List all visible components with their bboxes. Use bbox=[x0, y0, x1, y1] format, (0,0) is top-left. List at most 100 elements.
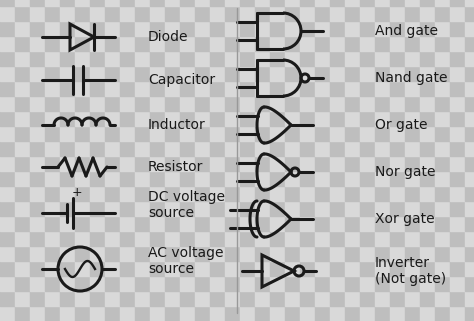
Bar bbox=[435, 231, 450, 246]
Bar bbox=[390, 261, 405, 276]
Bar bbox=[225, 21, 240, 36]
Bar bbox=[285, 276, 300, 291]
Bar bbox=[435, 261, 450, 276]
Bar bbox=[60, 306, 75, 321]
Bar bbox=[435, 126, 450, 141]
Bar bbox=[270, 126, 285, 141]
Bar bbox=[270, 36, 285, 51]
Bar bbox=[165, 231, 180, 246]
Bar bbox=[135, 216, 150, 231]
Bar bbox=[375, 171, 390, 186]
Bar bbox=[420, 126, 435, 141]
Bar bbox=[225, 0, 240, 6]
Bar bbox=[465, 21, 474, 36]
Bar bbox=[135, 51, 150, 66]
Bar bbox=[465, 246, 474, 261]
Bar bbox=[180, 36, 195, 51]
Bar bbox=[360, 21, 375, 36]
Bar bbox=[30, 291, 45, 306]
Bar bbox=[300, 201, 315, 216]
Bar bbox=[15, 51, 30, 66]
Bar bbox=[240, 186, 255, 201]
Bar bbox=[420, 36, 435, 51]
Bar bbox=[90, 81, 105, 96]
Bar bbox=[345, 96, 360, 111]
Bar bbox=[255, 66, 270, 81]
Bar bbox=[195, 201, 210, 216]
Bar bbox=[75, 171, 90, 186]
Bar bbox=[360, 306, 375, 321]
Bar bbox=[120, 126, 135, 141]
Bar bbox=[105, 51, 120, 66]
Bar bbox=[105, 141, 120, 156]
Bar bbox=[105, 216, 120, 231]
Bar bbox=[390, 51, 405, 66]
Bar bbox=[165, 216, 180, 231]
Bar bbox=[0, 171, 15, 186]
Bar bbox=[60, 51, 75, 66]
Bar bbox=[255, 36, 270, 51]
Text: Xor gate: Xor gate bbox=[375, 212, 435, 226]
Bar bbox=[360, 171, 375, 186]
Bar bbox=[240, 141, 255, 156]
Bar bbox=[315, 186, 330, 201]
Bar bbox=[15, 261, 30, 276]
Bar bbox=[450, 156, 465, 171]
Bar bbox=[300, 81, 315, 96]
Bar bbox=[15, 201, 30, 216]
Bar bbox=[105, 261, 120, 276]
Bar bbox=[435, 201, 450, 216]
Bar bbox=[465, 141, 474, 156]
Bar bbox=[375, 96, 390, 111]
Bar bbox=[210, 0, 225, 6]
Bar bbox=[105, 306, 120, 321]
Bar bbox=[150, 216, 165, 231]
Bar bbox=[60, 186, 75, 201]
Bar bbox=[90, 306, 105, 321]
Bar bbox=[315, 291, 330, 306]
Bar bbox=[405, 201, 420, 216]
Bar bbox=[135, 0, 150, 6]
Bar bbox=[120, 201, 135, 216]
Bar bbox=[225, 291, 240, 306]
Bar bbox=[405, 276, 420, 291]
Bar bbox=[60, 36, 75, 51]
Bar bbox=[300, 186, 315, 201]
Bar bbox=[105, 0, 120, 6]
Bar bbox=[0, 201, 15, 216]
Text: AC voltage
source: AC voltage source bbox=[148, 246, 224, 276]
Bar bbox=[135, 186, 150, 201]
Bar bbox=[360, 261, 375, 276]
Bar bbox=[15, 246, 30, 261]
Bar bbox=[0, 126, 15, 141]
Bar bbox=[390, 231, 405, 246]
Bar bbox=[345, 156, 360, 171]
Bar bbox=[360, 216, 375, 231]
Bar bbox=[90, 201, 105, 216]
Bar bbox=[345, 306, 360, 321]
Bar bbox=[285, 246, 300, 261]
Bar bbox=[45, 21, 60, 36]
Bar bbox=[120, 0, 135, 6]
Bar bbox=[255, 111, 270, 126]
Bar bbox=[120, 171, 135, 186]
Bar bbox=[195, 231, 210, 246]
Bar bbox=[375, 81, 390, 96]
Bar bbox=[360, 6, 375, 21]
Bar bbox=[0, 36, 15, 51]
Bar bbox=[150, 231, 165, 246]
Bar bbox=[270, 216, 285, 231]
Bar bbox=[45, 186, 60, 201]
Bar bbox=[435, 0, 450, 6]
Bar bbox=[375, 186, 390, 201]
Bar bbox=[180, 66, 195, 81]
Bar bbox=[420, 6, 435, 21]
Bar bbox=[465, 306, 474, 321]
Bar bbox=[360, 156, 375, 171]
Bar bbox=[30, 111, 45, 126]
Bar bbox=[195, 156, 210, 171]
Bar bbox=[165, 291, 180, 306]
Bar bbox=[375, 51, 390, 66]
Bar bbox=[240, 66, 255, 81]
Bar bbox=[270, 231, 285, 246]
